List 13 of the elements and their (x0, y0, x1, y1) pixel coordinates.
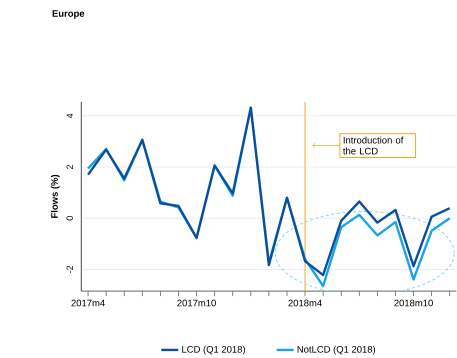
x-tick-label: 2018m10 (394, 300, 433, 306)
x-tick-label: 2017m10 (177, 300, 216, 306)
y-tick-label: 0 (66, 216, 73, 220)
legend-label: LCD (Q1 2018) (182, 346, 245, 355)
y-tick-label: 2 (66, 164, 73, 170)
x-tick-label: 2017m4 (71, 300, 105, 306)
y-axis-title: Flows (%) (50, 174, 60, 218)
legend-label: NotLCD (Q1 2018) (298, 346, 376, 355)
x-tick-label: 2018m4 (288, 300, 322, 306)
chart-title: Europe (52, 10, 84, 19)
y-tick-label: 4 (66, 114, 73, 118)
y-tick-label: -2 (66, 266, 73, 273)
ref-line-label: Introduction of the LCD (343, 136, 404, 154)
